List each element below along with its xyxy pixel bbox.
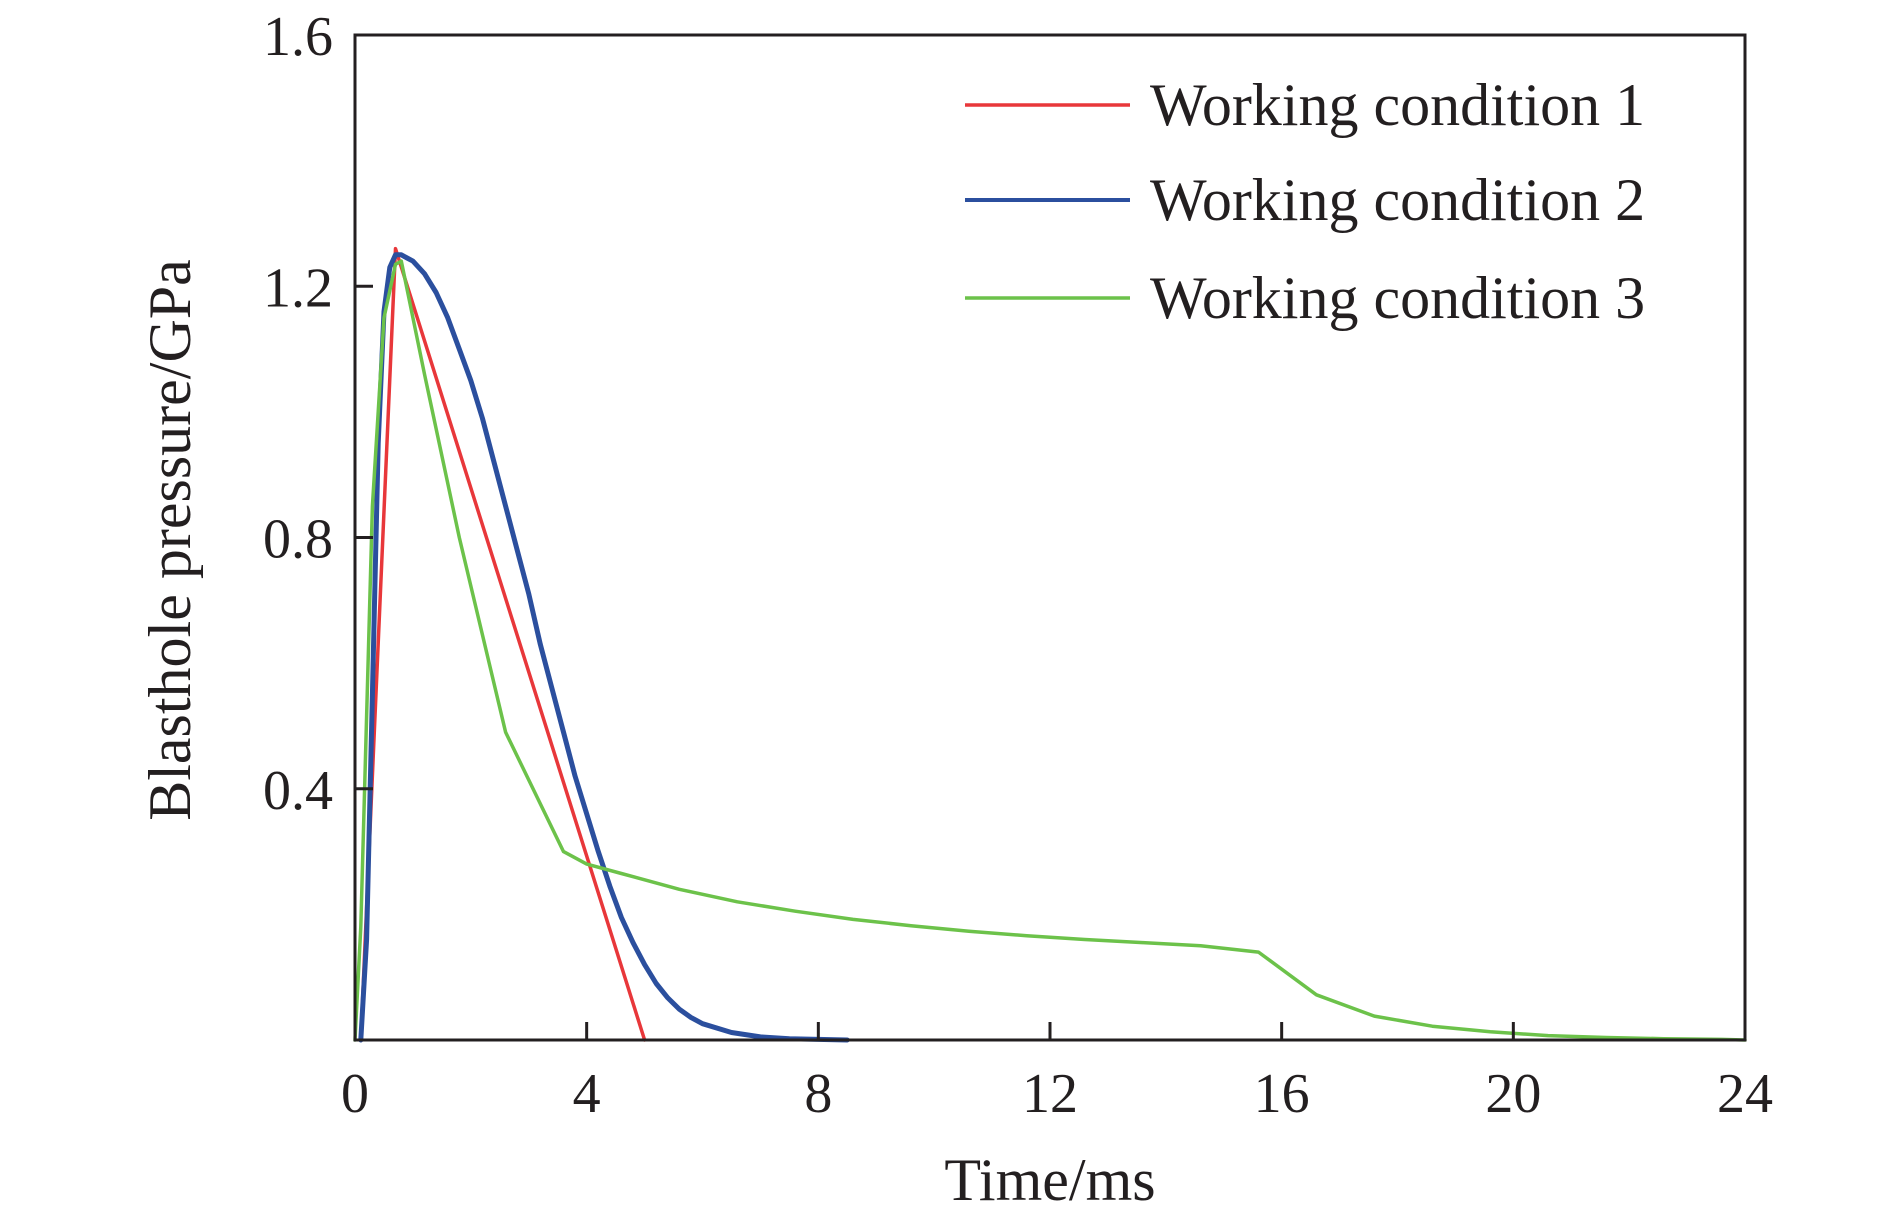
- y-tick-label: 1.6: [263, 6, 333, 68]
- y-tick-label: 0.8: [263, 509, 333, 571]
- legend: Working condition 1 Working condition 2 Wo…: [965, 72, 1645, 331]
- series-line-3: [353, 259, 1747, 1042]
- x-tick-label: 20: [1485, 1063, 1541, 1125]
- legend-label-1: Working condition 1: [1150, 72, 1645, 138]
- axes-layer: 0 4 8 12 16 20 24 0.4 0.8 1.2 1.6: [263, 6, 1773, 1125]
- legend-label-3: Working condition 3: [1150, 265, 1645, 331]
- x-tick-label: 4: [573, 1063, 601, 1125]
- x-tick-label: 16: [1254, 1063, 1310, 1125]
- series-line-1: [359, 246, 647, 1042]
- x-tick-label: 24: [1717, 1063, 1773, 1125]
- y-axis-label: Blasthole pressure/GPa: [137, 259, 203, 821]
- x-axis-label: Time/ms: [944, 1147, 1155, 1213]
- legend-label-2: Working condition 2: [1150, 167, 1645, 233]
- x-tick-label: 0: [341, 1063, 369, 1125]
- y-tick-label: 1.2: [263, 257, 333, 319]
- x-tick-label: 12: [1022, 1063, 1078, 1125]
- series-layer: [353, 246, 1747, 1043]
- x-tick-label: 8: [804, 1063, 832, 1125]
- series-line-2: [358, 252, 850, 1043]
- y-tick-label: 0.4: [263, 760, 333, 822]
